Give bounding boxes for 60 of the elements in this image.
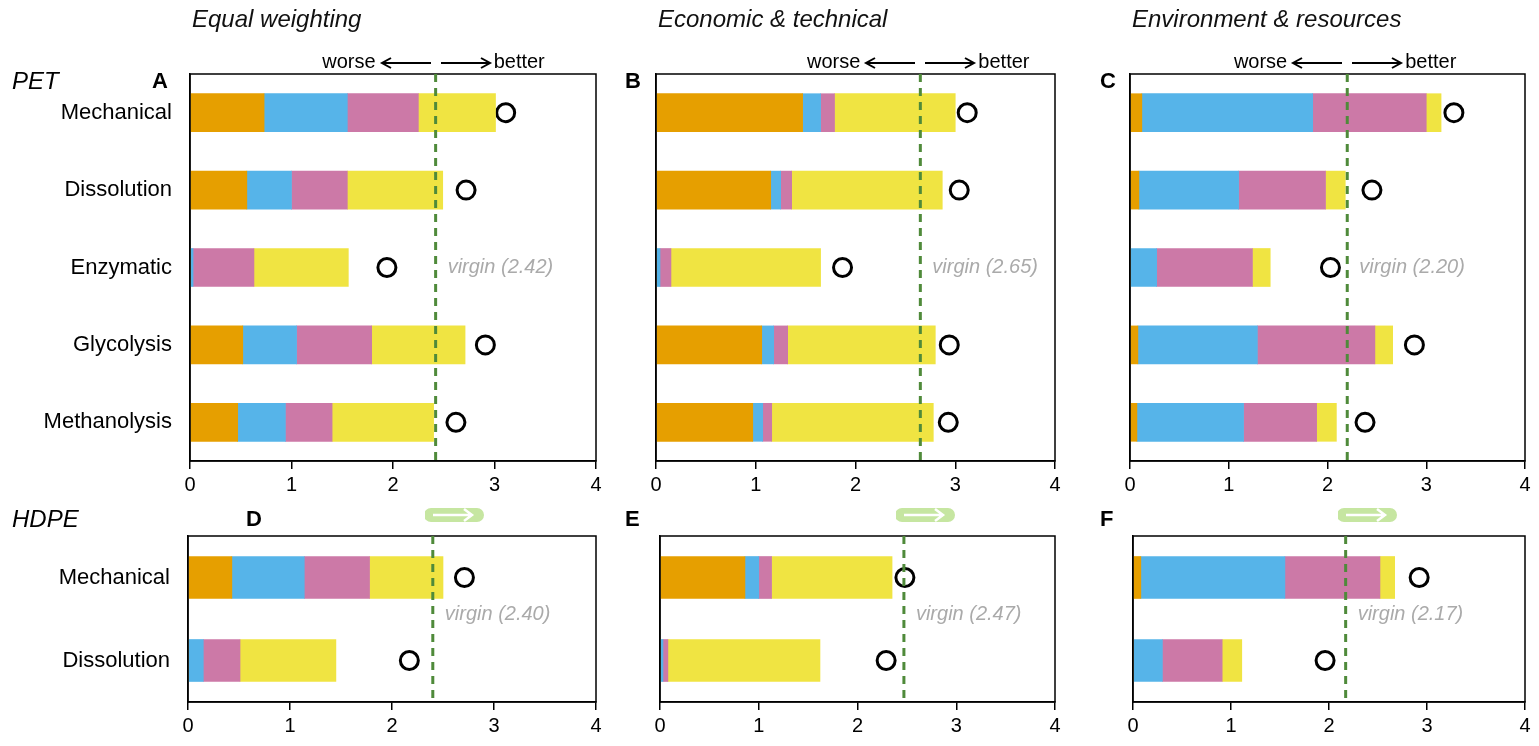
chart-title: Environment & resources: [1132, 4, 1402, 32]
text: PET: [12, 66, 62, 94]
x-tick-label: 2: [1323, 713, 1335, 736]
y-tick-label: Enzymatic: [70, 253, 172, 279]
y-tick-label: Methanolysis: [43, 408, 172, 434]
x-tick-label: 0: [654, 713, 666, 736]
x-tick-label: 4: [590, 472, 602, 495]
x-tick-label: 4: [1519, 713, 1531, 736]
text: better: [493, 49, 546, 72]
ref-line-label: virgin (2.40): [444, 601, 551, 624]
ref-line-label: virgin (2.17): [1357, 601, 1464, 624]
ref-line-label: virgin (2.65): [932, 255, 1038, 278]
text: HDPE: [12, 504, 80, 532]
x-tick-label: 4: [590, 713, 602, 736]
x-tick-label: 2: [851, 713, 864, 736]
text: worse: [1232, 49, 1288, 72]
x-tick-label: 1: [284, 713, 296, 736]
y-tick-label: Glycolysis: [72, 330, 172, 356]
text: better: [1405, 49, 1457, 72]
x-tick-label: 2: [387, 472, 399, 495]
text: C: [1100, 68, 1116, 94]
x-tick-label: 3: [949, 472, 961, 495]
x-tick-label: 2: [386, 713, 398, 736]
text: better: [978, 49, 1030, 72]
y-tick-label: Dissolution: [64, 176, 172, 202]
ref-line-label: virgin (2.42): [447, 255, 554, 278]
y-tick-label: Mechanical: [58, 563, 170, 589]
x-tick-label: 1: [750, 472, 762, 495]
text: A: [152, 68, 168, 94]
x-tick-label: 4: [1049, 713, 1061, 736]
x-tick-label: 4: [1519, 472, 1531, 495]
x-tick-label: 1: [285, 472, 298, 495]
x-tick-label: 1: [1223, 472, 1235, 495]
x-tick-label: 2: [849, 472, 862, 495]
x-tick-label: 0: [182, 713, 194, 736]
y-tick-label: Dissolution: [62, 646, 170, 672]
x-tick-label: 2: [1321, 472, 1334, 495]
x-tick-label: 3: [1420, 472, 1432, 495]
ref-line-label: virgin (2.20): [1359, 255, 1465, 278]
x-tick-label: 0: [1124, 472, 1136, 495]
text: worse: [321, 49, 376, 72]
y-tick-label: Mechanical: [60, 98, 172, 124]
text: E: [625, 506, 640, 532]
ref-line-label: virgin (2.47): [915, 601, 1022, 624]
x-tick-label: 0: [1127, 713, 1139, 736]
x-tick-label: 4: [1049, 472, 1061, 495]
x-tick-label: 3: [488, 472, 501, 495]
x-tick-label: 1: [1225, 713, 1237, 736]
x-tick-label: 0: [650, 472, 662, 495]
x-tick-label: 1: [753, 713, 765, 736]
text: F: [1100, 506, 1114, 532]
x-tick-label: 3: [488, 713, 500, 736]
x-tick-label: 3: [950, 713, 962, 736]
text: D: [246, 506, 262, 532]
text: worse: [805, 49, 861, 72]
x-tick-label: 0: [184, 472, 196, 495]
chart-title: Equal weighting: [192, 4, 363, 32]
text: B: [625, 68, 641, 94]
chart-title: Economic & technical: [658, 4, 889, 32]
x-tick-label: 3: [1421, 713, 1433, 736]
